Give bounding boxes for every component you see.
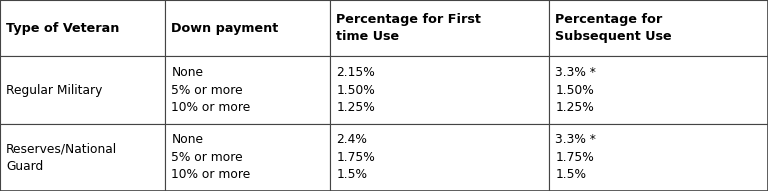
Text: None
5% or more
10% or more: None 5% or more 10% or more [171,133,250,181]
Text: Reserves/National
Guard: Reserves/National Guard [6,142,118,173]
Text: 3.3% *
1.75%
1.5%: 3.3% * 1.75% 1.5% [555,133,596,181]
Bar [549,56,768,124]
Text: Percentage for First
time Use: Percentage for First time Use [336,13,482,43]
Text: Down payment: Down payment [171,22,279,35]
Bar [549,0,768,56]
Bar [549,124,768,191]
Bar [330,0,549,56]
Text: None
5% or more
10% or more: None 5% or more 10% or more [171,66,250,114]
Text: 3.3% *
1.50%
1.25%: 3.3% * 1.50% 1.25% [555,66,596,114]
Bar [165,0,330,56]
Bar [0,56,165,124]
Bar [0,0,165,56]
Bar [330,56,549,124]
Bar [165,56,330,124]
Bar [0,124,165,191]
Bar [165,124,330,191]
Text: 2.4%
1.75%
1.5%: 2.4% 1.75% 1.5% [336,133,375,181]
Text: 2.15%
1.50%
1.25%: 2.15% 1.50% 1.25% [336,66,375,114]
Text: Type of Veteran: Type of Veteran [6,22,120,35]
Bar [330,124,549,191]
Text: Percentage for
Subsequent Use: Percentage for Subsequent Use [555,13,672,43]
Text: Regular Military: Regular Military [6,83,102,96]
